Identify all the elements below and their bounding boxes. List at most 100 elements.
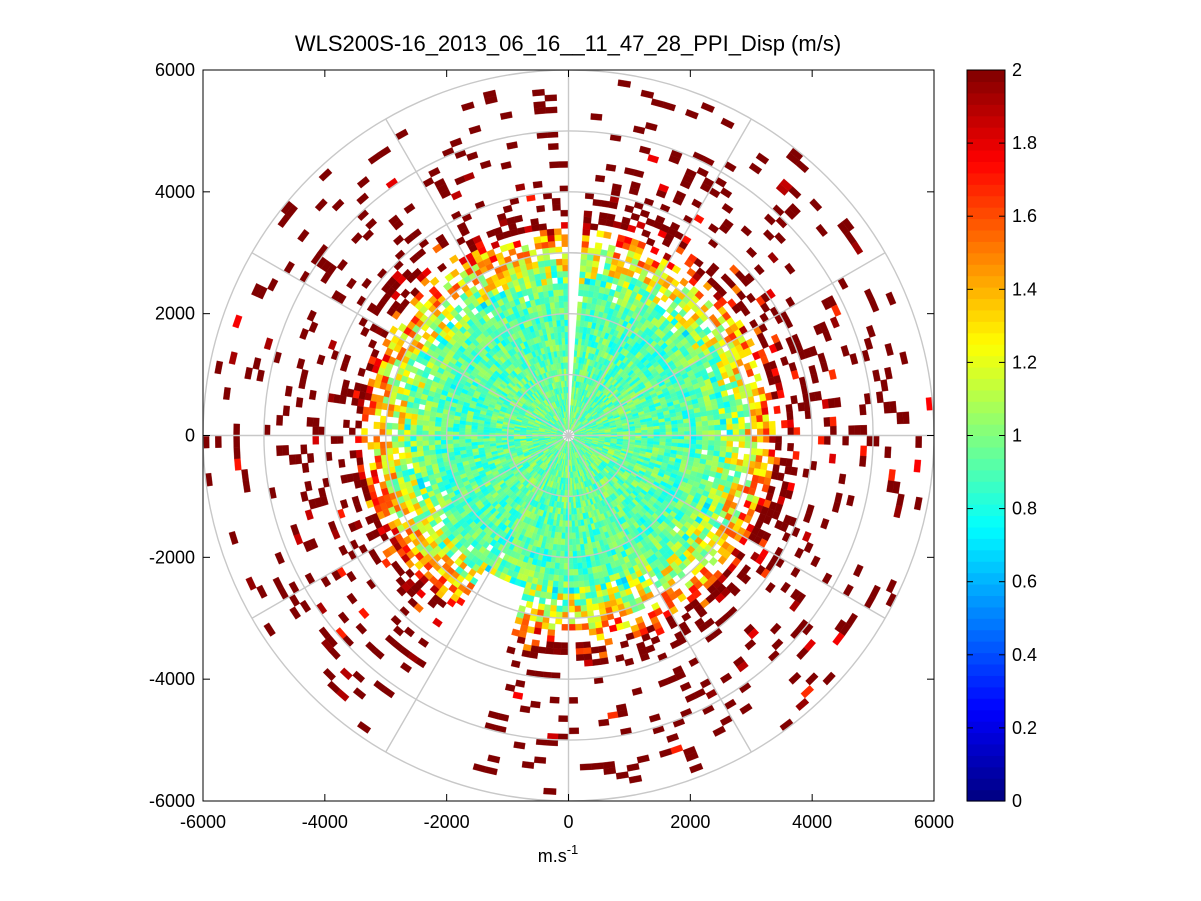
- heatmap-cell: [713, 414, 721, 421]
- heatmap-cell: [434, 426, 442, 432]
- heatmap-cell: [578, 574, 584, 582]
- heatmap-cell: [416, 440, 423, 447]
- heatmap-cell: [549, 259, 557, 267]
- heatmap-cell: [410, 440, 417, 447]
- heatmap-cell: [689, 439, 697, 445]
- heatmap-cell: [551, 592, 558, 600]
- heatmap-cell: [540, 278, 548, 286]
- heatmap-cell: [572, 544, 577, 552]
- heatmap-cell: [731, 417, 739, 425]
- heatmap-cell: [585, 265, 593, 273]
- heatmap-cell: [434, 435, 441, 441]
- heatmap-cell: [562, 587, 569, 595]
- heatmap-cell: [573, 587, 580, 594]
- heatmap-cell: [700, 411, 708, 417]
- heatmap-cell: [589, 585, 597, 593]
- heatmap-cell: [641, 429, 648, 434]
- heatmap-cell: [553, 295, 560, 303]
- heatmap-cell: [707, 415, 715, 422]
- heatmap-cell: [591, 266, 599, 274]
- heatmap-cell: [719, 413, 727, 420]
- heatmap-cell: [458, 442, 466, 448]
- heatmap-cell: [398, 417, 406, 425]
- heatmap-cell: [584, 586, 591, 594]
- heatmap-cell: [573, 514, 578, 521]
- heatmap-cell: [556, 605, 563, 613]
- heatmap-cell: [561, 344, 566, 351]
- heatmap-cell: [586, 259, 594, 267]
- heatmap-cell: [558, 289, 564, 296]
- heatmap-cell: [397, 423, 405, 430]
- heatmap-cell: [719, 445, 727, 453]
- heatmap-cell: [677, 442, 685, 448]
- heatmap-cell: [548, 289, 555, 297]
- heatmap-cell: [744, 428, 752, 436]
- heatmap-cell: [568, 599, 575, 607]
- heatmap-cell: [677, 427, 685, 432]
- heatmap-cell: [572, 550, 578, 558]
- heatmap-cell: [720, 424, 727, 431]
- heatmap-cell: [446, 426, 454, 432]
- heatmap-cell: [587, 567, 593, 575]
- heatmap-cell: [570, 490, 573, 497]
- heatmap-cell: [707, 449, 715, 456]
- heatmap-cell: [571, 538, 577, 546]
- heatmap-cell: [393, 459, 401, 467]
- heatmap-cell: [683, 426, 691, 432]
- heatmap-cell: [397, 435, 405, 442]
- heatmap-cell: [428, 444, 436, 451]
- heatmap-cell: [483, 438, 490, 442]
- heatmap-cell: [563, 581, 569, 588]
- heatmap-cell: [537, 260, 545, 268]
- heatmap-cell: [538, 597, 546, 605]
- heatmap-cell: [562, 264, 569, 272]
- heatmap-cell: [452, 439, 460, 444]
- heatmap-cell: [422, 420, 430, 426]
- heatmap-cell: [399, 458, 407, 466]
- heatmap-cell: [560, 544, 565, 552]
- heatmap-cell: [738, 441, 746, 448]
- heatmap-cell: [571, 520, 576, 527]
- heatmap-cell: [416, 424, 423, 431]
- heatmap-cell: [397, 429, 405, 436]
- heatmap-cell: [732, 429, 740, 436]
- heatmap-cell: [570, 496, 574, 503]
- heatmap-cell: [563, 569, 569, 576]
- heatmap-cell: [568, 605, 575, 613]
- heatmap-cell: [465, 442, 472, 447]
- heatmap-cell: [549, 302, 556, 309]
- heatmap-cell: [507, 437, 514, 440]
- heatmap-cell: [559, 556, 565, 564]
- heatmap-cell: [560, 319, 565, 327]
- heatmap-cell: [464, 438, 472, 443]
- heatmap-cell: [579, 543, 585, 551]
- heatmap-cell: [546, 586, 553, 594]
- heatmap-cell: [580, 604, 588, 612]
- heatmap-cell: [701, 415, 708, 422]
- heatmap-cell: [440, 426, 448, 432]
- heatmap-cells: [203, 79, 934, 795]
- heatmap-cell: [629, 430, 636, 434]
- heatmap-cell: [563, 563, 569, 570]
- heatmap-cell: [577, 562, 583, 570]
- heatmap-cell: [730, 458, 738, 466]
- heatmap-cell: [725, 418, 733, 425]
- heatmap-cell: [434, 444, 442, 450]
- heatmap-cell: [385, 422, 393, 430]
- heatmap-cell: [398, 452, 406, 460]
- heatmap-cell: [647, 429, 654, 433]
- heatmap-cell: [561, 532, 566, 540]
- heatmap-cell: [575, 538, 581, 546]
- heatmap-cell: [422, 415, 430, 422]
- heatmap-cell: [416, 419, 424, 426]
- heatmap-cell: [725, 412, 733, 420]
- heatmap-cell: [495, 437, 502, 441]
- heatmap-cell: [556, 544, 562, 552]
- heatmap-cell: [537, 603, 545, 611]
- heatmap-cell: [549, 604, 557, 612]
- heatmap-cell: [573, 593, 581, 601]
- heatmap-cell: [501, 437, 508, 441]
- heatmap-cell: [731, 446, 739, 454]
- heatmap-cell: [553, 289, 559, 297]
- heatmap-cell: [570, 502, 574, 509]
